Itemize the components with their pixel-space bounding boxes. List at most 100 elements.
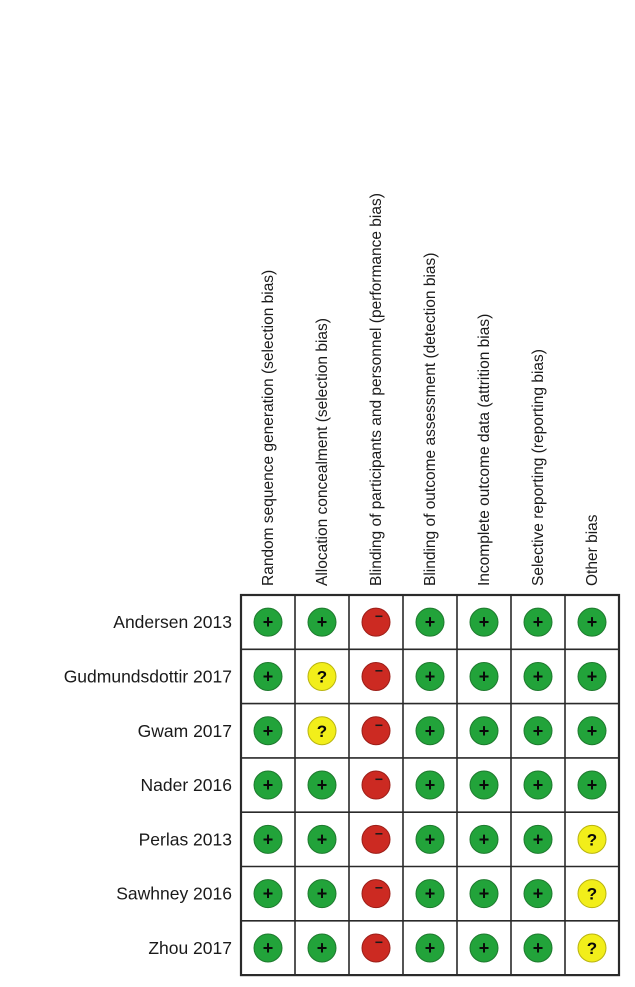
risk-judgement-low: + — [415, 607, 445, 637]
risk-circle — [577, 879, 607, 909]
risk-circle — [361, 933, 391, 963]
risk-judgement-low: + — [577, 716, 607, 746]
risk-judgement-low: + — [577, 770, 607, 800]
risk-circle — [361, 607, 391, 637]
risk-judgement-low: + — [253, 607, 283, 637]
risk-symbol: + — [533, 938, 544, 958]
risk-symbol: + — [533, 829, 544, 849]
risk-circle — [415, 824, 445, 854]
risk-symbol: + — [479, 938, 490, 958]
risk-circle — [415, 879, 445, 909]
risk-symbol: + — [263, 666, 274, 686]
risk-circle — [523, 824, 553, 854]
risk-judgement-low: + — [253, 770, 283, 800]
risk-symbol: + — [425, 938, 436, 958]
column-label: Blinding of outcome assessment (detectio… — [422, 253, 439, 586]
row-label: Nader 2016 — [141, 775, 232, 795]
risk-symbol: + — [479, 666, 490, 686]
risk-symbol: ? — [587, 885, 597, 904]
risk-symbol: + — [479, 721, 490, 741]
column-label: Blinding of participants and personnel (… — [368, 193, 385, 586]
risk-judgement-low: + — [523, 879, 553, 909]
risk-circle — [307, 661, 337, 691]
risk-judgement-high: − — [361, 879, 391, 909]
risk-symbol: + — [479, 884, 490, 904]
risk-judgement-low: + — [307, 824, 337, 854]
risk-symbol: + — [263, 829, 274, 849]
risk-symbol: + — [263, 775, 274, 795]
column-label: Incomplete outcome data (attrition bias) — [476, 314, 493, 586]
column-label: Selective reporting (reporting bias) — [530, 349, 547, 586]
risk-judgement-low: + — [253, 933, 283, 963]
risk-judgement-low: + — [523, 933, 553, 963]
risk-circle — [523, 933, 553, 963]
risk-circle — [415, 933, 445, 963]
risk-symbol: + — [587, 721, 598, 741]
risk-judgement-low: + — [469, 933, 499, 963]
risk-circle — [307, 879, 337, 909]
risk-circle — [523, 770, 553, 800]
risk-circle — [307, 824, 337, 854]
risk-judgement-low: + — [415, 933, 445, 963]
risk-judgement-unclear: ? — [577, 824, 607, 854]
risk-symbol: ? — [587, 830, 597, 849]
risk-judgement-low: + — [307, 770, 337, 800]
risk-judgement-unclear: ? — [577, 933, 607, 963]
risk-circle — [253, 824, 283, 854]
cells: + + − + + + + +? − + + + + +? − + + + + + + − + + + + + + − + + + ? + + − + +… — [253, 607, 607, 963]
risk-judgement-low: + — [253, 716, 283, 746]
risk-circle — [253, 879, 283, 909]
risk-judgement-low: + — [523, 824, 553, 854]
column-label: Other bias — [584, 514, 601, 586]
row-label: Zhou 2017 — [148, 938, 232, 958]
risk-judgement-low: + — [469, 661, 499, 691]
risk-symbol: + — [317, 884, 328, 904]
risk-circle — [577, 607, 607, 637]
risk-judgement-high: − — [361, 716, 391, 746]
risk-circle — [577, 770, 607, 800]
risk-judgement-low: + — [415, 770, 445, 800]
risk-judgement-low: + — [469, 824, 499, 854]
risk-circle — [415, 661, 445, 691]
risk-symbol: − — [375, 771, 383, 787]
risk-judgement-low: + — [577, 661, 607, 691]
risk-judgement-low: + — [523, 716, 553, 746]
risk-judgement-low: + — [523, 607, 553, 637]
risk-symbol: + — [263, 884, 274, 904]
risk-judgement-low: + — [469, 607, 499, 637]
column-label: Allocation concealment (selection bias) — [314, 318, 331, 586]
risk-circle — [523, 879, 553, 909]
risk-symbol: + — [587, 666, 598, 686]
row-label: Gwam 2017 — [138, 721, 232, 741]
risk-symbol: − — [375, 662, 383, 678]
risk-symbol: + — [425, 884, 436, 904]
risk-judgement-high: − — [361, 824, 391, 854]
risk-symbol: + — [317, 612, 328, 632]
risk-judgement-high: − — [361, 607, 391, 637]
risk-circle — [469, 933, 499, 963]
risk-judgement-low: + — [469, 716, 499, 746]
row-label: Perlas 2013 — [139, 829, 232, 849]
risk-circle — [253, 770, 283, 800]
risk-circle — [469, 879, 499, 909]
risk-circle — [361, 661, 391, 691]
risk-symbol: + — [533, 612, 544, 632]
row-label: Andersen 2013 — [113, 612, 232, 632]
risk-symbol: + — [533, 666, 544, 686]
risk-judgement-low: + — [307, 933, 337, 963]
risk-circle — [253, 661, 283, 691]
risk-symbol: ? — [317, 667, 327, 686]
risk-symbol: + — [425, 775, 436, 795]
risk-circle — [469, 716, 499, 746]
grid — [239, 593, 621, 977]
column-labels: Random sequence generation (selection bi… — [260, 193, 601, 586]
risk-judgement-unclear: ? — [577, 879, 607, 909]
risk-symbol: + — [479, 829, 490, 849]
risk-judgement-unclear: ? — [307, 661, 337, 691]
risk-circle — [415, 607, 445, 637]
risk-symbol: + — [425, 721, 436, 741]
row-labels: Andersen 2013 Gudmundsdottir 2017 Gwam 201… — [64, 612, 232, 958]
risk-circle — [307, 933, 337, 963]
risk-judgement-high: − — [361, 933, 391, 963]
